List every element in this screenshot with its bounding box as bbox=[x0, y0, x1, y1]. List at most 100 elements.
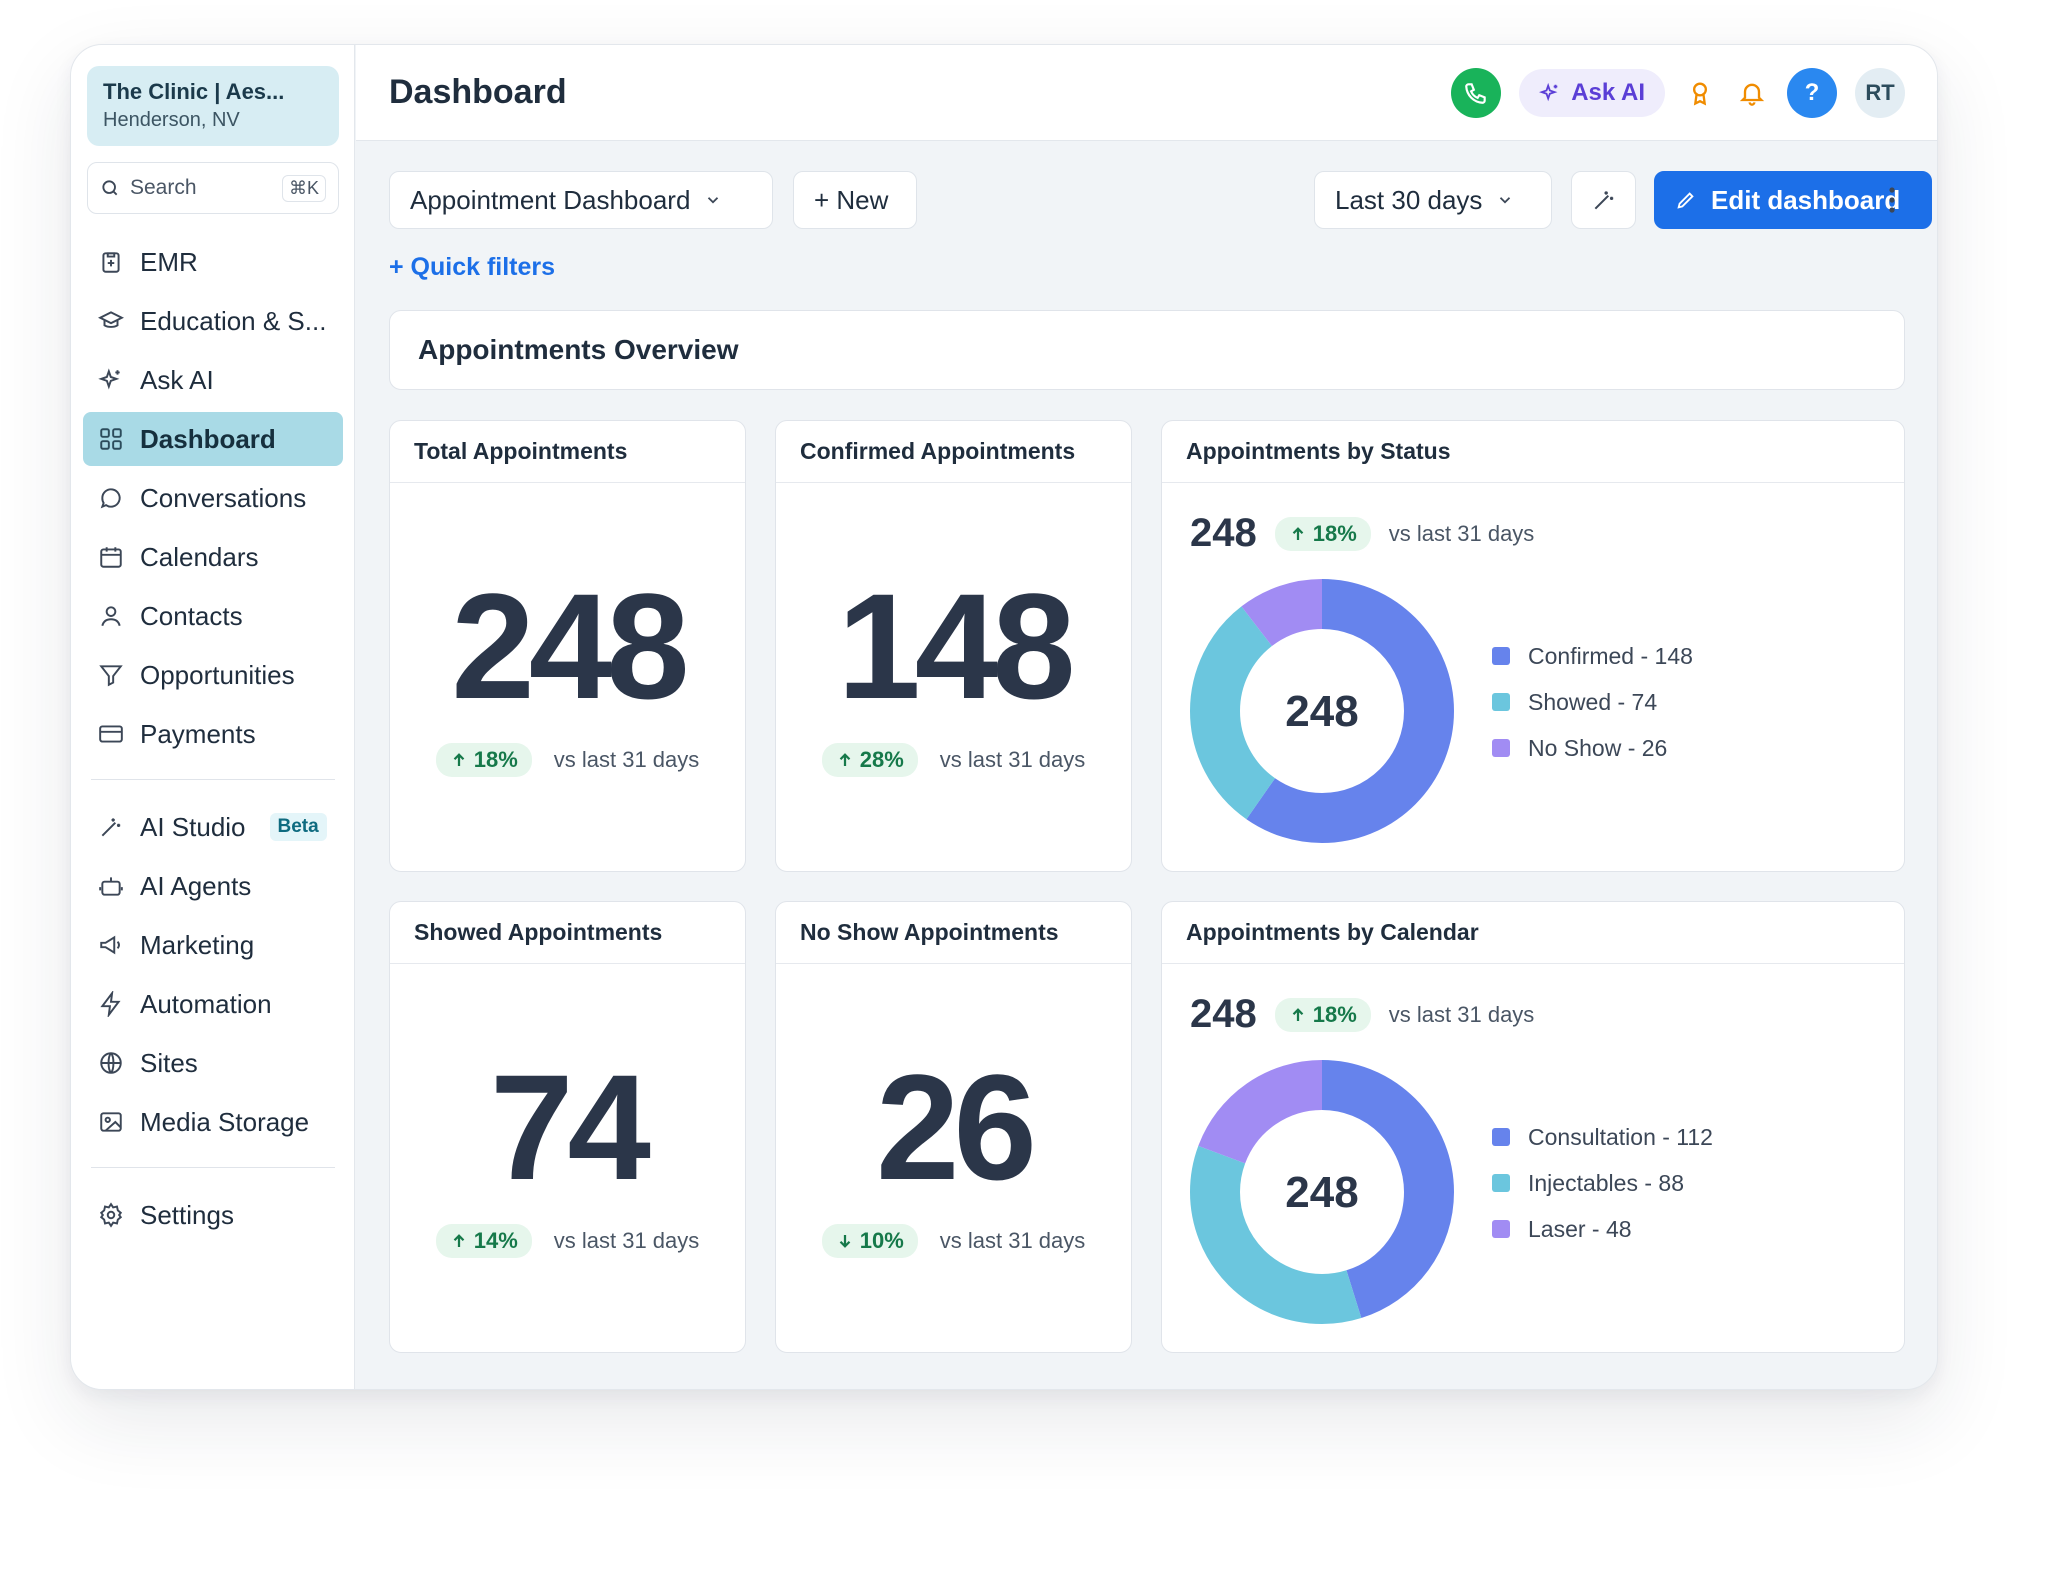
comparison-label: vs last 31 days bbox=[553, 747, 700, 772]
sparkle-icon bbox=[98, 368, 120, 390]
sparkle-icon bbox=[1539, 82, 1558, 102]
card-title: Total Appointments bbox=[390, 421, 745, 483]
edit-dashboard-button[interactable]: Edit dashboard bbox=[1654, 171, 1932, 229]
megaphone-icon bbox=[100, 935, 120, 955]
notifications-button[interactable] bbox=[1735, 76, 1769, 110]
sidebar-item-education[interactable]: Education & S... bbox=[83, 294, 343, 348]
sidebar-item-settings[interactable]: Settings bbox=[83, 1188, 343, 1242]
sidebar-item-payments[interactable]: Payments bbox=[83, 707, 343, 761]
lightning-icon bbox=[100, 991, 121, 1017]
quick-filters-link[interactable]: + Quick filters bbox=[389, 253, 556, 281]
clipboard-plus-icon bbox=[102, 252, 120, 273]
sidebar-item-label: Payments bbox=[140, 718, 256, 749]
magic-wand-icon bbox=[1594, 191, 1613, 210]
edit-dashboard-label: Edit dashboard bbox=[1711, 184, 1901, 215]
search-input[interactable]: Search ⌘K bbox=[87, 162, 339, 214]
chart-summary: 248 18% vs last 31 days bbox=[1190, 992, 1534, 1037]
donut-chart: 248 bbox=[1190, 1060, 1454, 1324]
kebab-menu-icon bbox=[1889, 187, 1895, 213]
legend-item: Injectables - 88 bbox=[1492, 1160, 1713, 1206]
sidebar-nav: EMR Education & S... Ask AI Dashboard Co… bbox=[83, 235, 343, 1247]
phone-button[interactable] bbox=[1451, 68, 1502, 118]
donut-center-total: 248 bbox=[1285, 687, 1358, 736]
avatar[interactable]: RT bbox=[1855, 68, 1905, 118]
search-placeholder: Search bbox=[130, 176, 197, 199]
delta-badge: 28% bbox=[821, 743, 918, 777]
robot-icon bbox=[99, 877, 123, 896]
stat-value: 148 bbox=[837, 562, 1075, 730]
search-shortcut: ⌘K bbox=[281, 174, 326, 202]
donut-segment-no-show bbox=[1190, 579, 1454, 843]
page-title: Dashboard bbox=[389, 73, 567, 111]
sidebar-item-opportunities[interactable]: Opportunities bbox=[83, 648, 343, 702]
sidebar-item-label: Media Storage bbox=[140, 1106, 310, 1137]
stat-value: 74 bbox=[490, 1043, 651, 1211]
new-dashboard-button[interactable]: + New bbox=[793, 171, 917, 229]
date-range-select[interactable]: Last 30 days bbox=[1314, 171, 1552, 229]
donut-segment-laser bbox=[1190, 1060, 1454, 1324]
sidebar-item-media-storage[interactable]: Media Storage bbox=[83, 1095, 343, 1149]
org-name: The Clinic | Aes... bbox=[103, 79, 285, 104]
sidebar-item-ai-agents[interactable]: AI Agents bbox=[83, 859, 343, 913]
donut-segment-injectables bbox=[1190, 1060, 1454, 1324]
card-title: Appointments by Status bbox=[1162, 421, 1904, 483]
sidebar-item-ask-ai[interactable]: Ask AI bbox=[83, 353, 343, 407]
sidebar-item-sites[interactable]: Sites bbox=[83, 1036, 343, 1090]
legend-item: Consultation - 112 bbox=[1492, 1114, 1713, 1160]
stat-card-confirmed: Confirmed Appointments 148 28% vs last 3… bbox=[775, 420, 1132, 872]
sidebar-item-calendars[interactable]: Calendars bbox=[83, 530, 343, 584]
app-window: The Clinic | Aes... Henderson, NV Search… bbox=[70, 44, 1938, 1390]
legend-swatch bbox=[1492, 647, 1510, 665]
arrow-up-icon bbox=[1292, 1007, 1304, 1021]
ai-magic-button[interactable] bbox=[1571, 171, 1636, 229]
chevron-down-icon bbox=[708, 197, 719, 204]
delta-value: 10% bbox=[859, 1228, 904, 1253]
org-location: Henderson, NV bbox=[103, 109, 240, 131]
delta-value: 18% bbox=[473, 747, 518, 772]
stat-comparison: 14% vs last 31 days bbox=[390, 1224, 745, 1258]
help-button[interactable]: ? bbox=[1787, 68, 1837, 118]
stat-value: 248 bbox=[451, 562, 689, 730]
sidebar-item-label: Automation bbox=[140, 988, 272, 1019]
dashboard-select[interactable]: Appointment Dashboard bbox=[389, 171, 773, 229]
pencil-icon bbox=[1677, 192, 1694, 209]
legend-item: Laser - 48 bbox=[1492, 1206, 1713, 1252]
donut-segment-showed bbox=[1190, 579, 1454, 843]
section-title: Appointments Overview bbox=[389, 310, 1905, 390]
top-bar: Dashboard Ask AI ? RT bbox=[356, 45, 1937, 141]
sidebar-item-label: Sites bbox=[140, 1047, 198, 1078]
sidebar-item-emr[interactable]: EMR bbox=[83, 235, 343, 289]
sidebar-item-label: EMR bbox=[140, 246, 198, 277]
sidebar-item-contacts[interactable]: Contacts bbox=[83, 589, 343, 643]
legend-label: Laser - 48 bbox=[1528, 1215, 1632, 1242]
rewards-button[interactable] bbox=[1683, 76, 1717, 110]
stat-comparison: 18% vs last 31 days bbox=[390, 743, 745, 777]
dashboard-toolbar: Appointment Dashboard + New Last 30 days… bbox=[389, 171, 1932, 229]
location-switcher[interactable]: The Clinic | Aes... Henderson, NV bbox=[87, 66, 339, 146]
graduation-cap-icon bbox=[98, 311, 124, 328]
delta-value: 18% bbox=[1312, 520, 1357, 546]
credit-card-icon bbox=[99, 725, 123, 743]
chart-legend: Consultation - 112 Injectables - 88 Lase… bbox=[1492, 1114, 1713, 1252]
sidebar-item-label: AI Agents bbox=[140, 870, 252, 901]
ask-ai-button[interactable]: Ask AI bbox=[1519, 69, 1665, 117]
dashboard-select-value: Appointment Dashboard bbox=[410, 184, 691, 215]
legend-swatch bbox=[1492, 1174, 1510, 1192]
delta-badge: 18% bbox=[1274, 516, 1371, 551]
more-options-button[interactable] bbox=[1879, 171, 1905, 229]
sidebar-item-label: Education & S... bbox=[140, 305, 327, 336]
chart-total: 248 bbox=[1190, 511, 1257, 555]
comparison-label: vs last 31 days bbox=[1388, 520, 1535, 546]
ask-ai-label: Ask AI bbox=[1571, 79, 1645, 106]
sidebar-item-label: Marketing bbox=[140, 929, 255, 960]
sidebar-divider bbox=[91, 779, 335, 780]
legend-swatch bbox=[1492, 739, 1510, 757]
sidebar-item-dashboard[interactable]: Dashboard bbox=[83, 412, 343, 466]
sidebar-item-conversations[interactable]: Conversations bbox=[83, 471, 343, 525]
sidebar-item-automation[interactable]: Automation bbox=[83, 977, 343, 1031]
sidebar-divider bbox=[91, 1167, 335, 1168]
sidebar-item-ai-studio[interactable]: AI Studio Beta bbox=[83, 800, 343, 854]
sidebar-item-marketing[interactable]: Marketing bbox=[83, 918, 343, 972]
stat-comparison: 28% vs last 31 days bbox=[776, 743, 1131, 777]
comparison-label: vs last 31 days bbox=[553, 1228, 700, 1253]
